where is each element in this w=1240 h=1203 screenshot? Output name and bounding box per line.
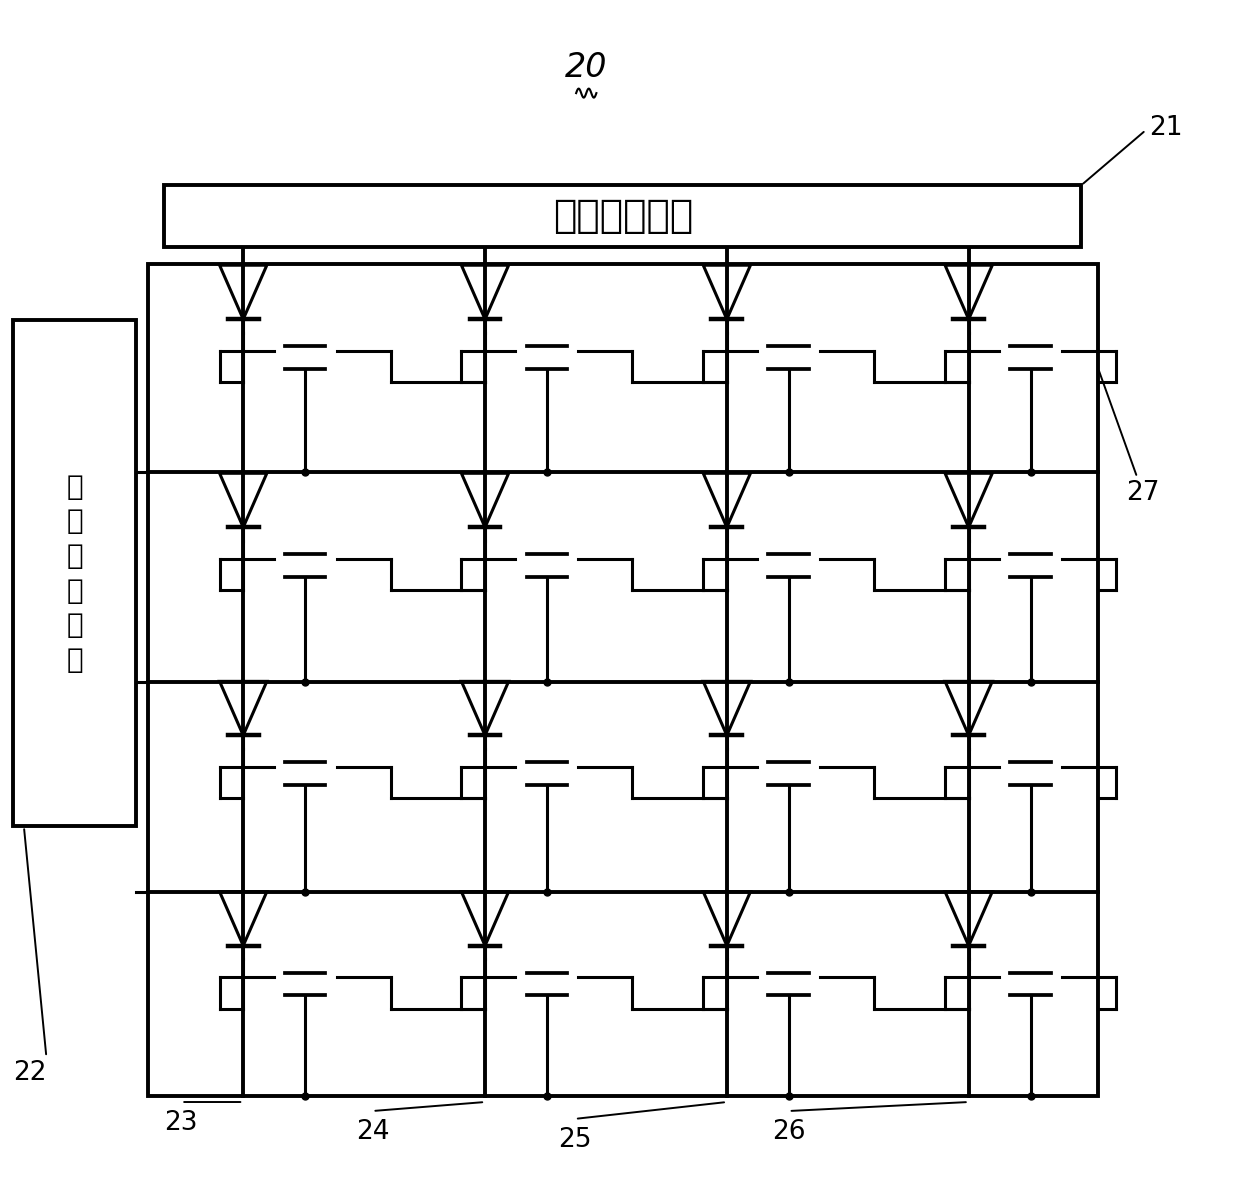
Text: 23: 23 — [165, 1110, 198, 1136]
Text: 数据驱动电路: 数据驱动电路 — [553, 197, 693, 236]
Text: 扫
描
驱
动
电
路: 扫 描 驱 动 电 路 — [66, 473, 83, 674]
Text: 24: 24 — [356, 1119, 389, 1145]
Text: 27: 27 — [1099, 371, 1159, 506]
Text: 26: 26 — [773, 1119, 806, 1145]
Text: 25: 25 — [558, 1127, 591, 1152]
Bar — [148, 265, 1097, 1096]
Bar — [12, 320, 136, 826]
Text: 22: 22 — [12, 1060, 46, 1085]
Text: 21: 21 — [1084, 114, 1182, 184]
Text: 20: 20 — [565, 51, 608, 84]
Bar — [165, 185, 1081, 247]
